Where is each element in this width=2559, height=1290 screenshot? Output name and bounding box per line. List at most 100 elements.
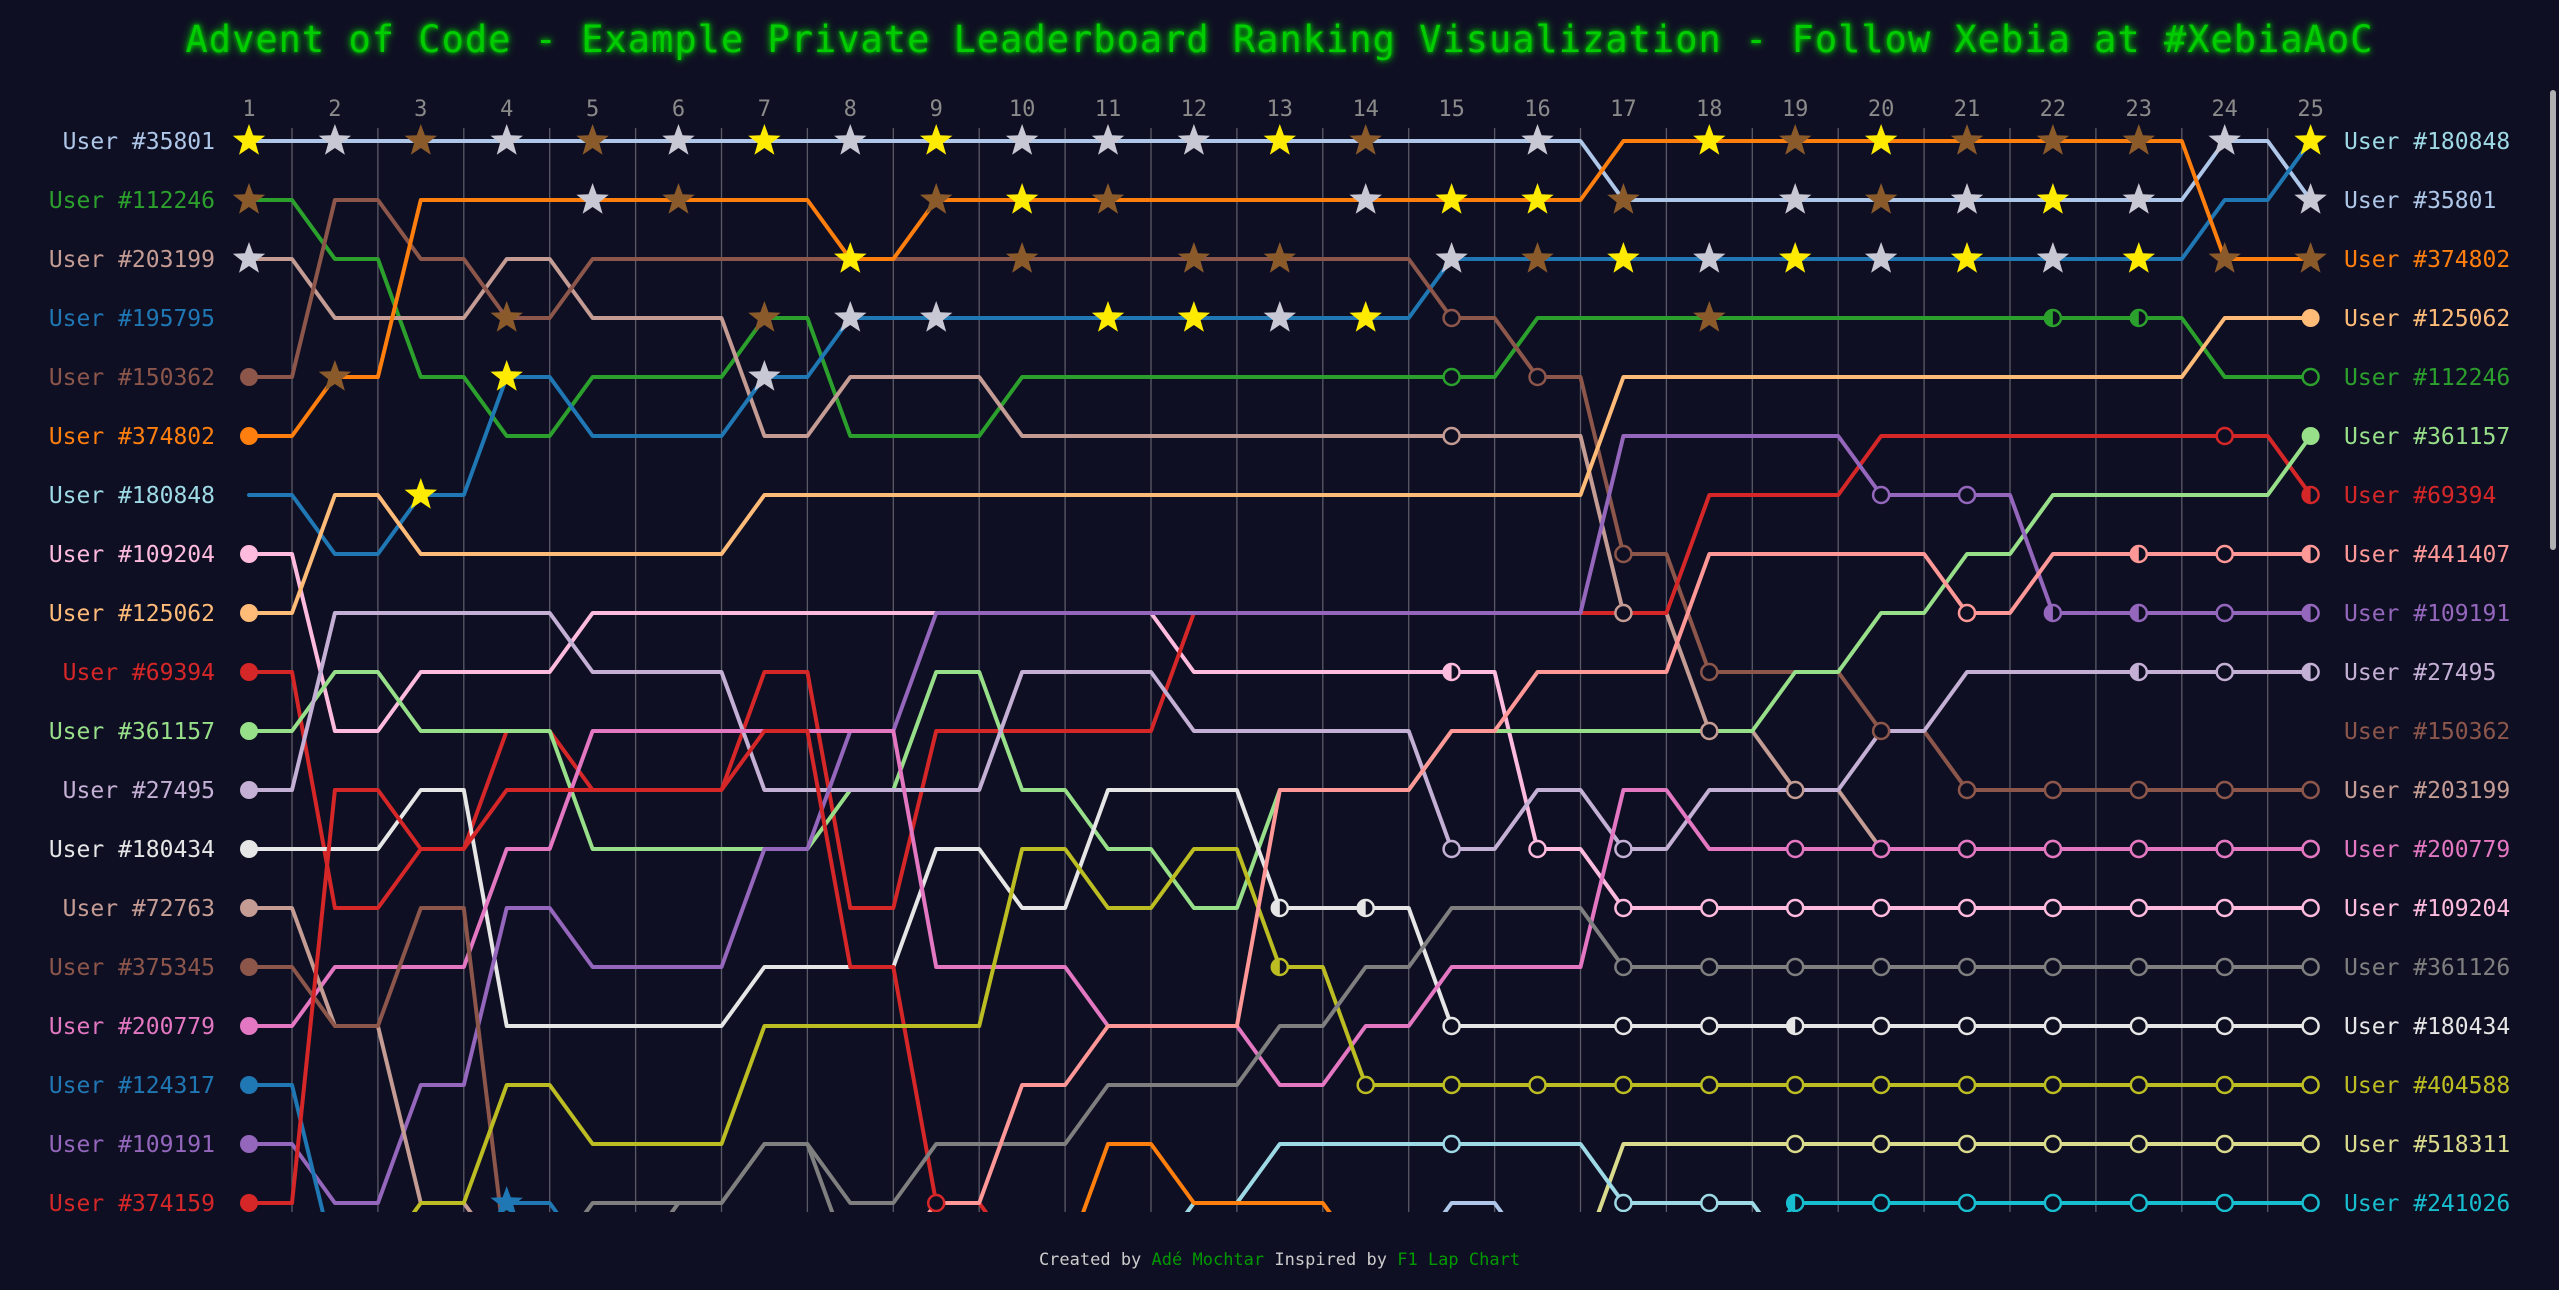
final-rank-label: User #241026: [2344, 1191, 2510, 1217]
series-line: [247, 139, 2313, 202]
ring-marker: [1442, 367, 1461, 387]
star-silver-marker: [662, 124, 695, 155]
half-marker-fill: [2130, 664, 2139, 680]
ring-marker: [1785, 780, 1805, 800]
star-bronze-marker: [404, 124, 437, 155]
ring-marker: [1957, 780, 1977, 800]
dot-marker: [240, 663, 258, 681]
final-rank-label: User #150362: [2344, 719, 2510, 745]
star-bronze-marker: [2294, 242, 2327, 273]
final-rank-label: User #27495: [2344, 660, 2496, 686]
day-tick-label: 18: [1696, 97, 1723, 122]
dot-marker: [240, 368, 258, 386]
ring-marker: [2129, 1193, 2149, 1212]
ring-marker: [2215, 1016, 2234, 1036]
start-rank-label: User #125062: [49, 601, 215, 627]
ring-marker: [2129, 1075, 2149, 1095]
start-rank-label: User #180848: [49, 483, 215, 509]
star-silver-marker: [2122, 183, 2155, 214]
star-silver-marker: [748, 360, 781, 391]
ring-marker: [1700, 721, 1719, 741]
day-tick-label: 12: [1181, 97, 1208, 122]
ring-marker: [2301, 839, 2320, 859]
half-marker-fill: [2302, 487, 2311, 503]
series-line: [247, 1083, 559, 1212]
start-rank-label: User #180434: [49, 837, 215, 863]
star-silver-marker: [1435, 242, 1468, 273]
ring-marker: [2129, 839, 2149, 859]
dot-marker: [240, 604, 258, 622]
ring-marker: [2043, 957, 2063, 977]
ring-marker: [1957, 1075, 1977, 1095]
start-rank-label: User #72763: [63, 896, 215, 922]
star-bronze-marker: [1349, 124, 1382, 155]
final-rank-label: User #112246: [2344, 365, 2510, 391]
inspiration-link[interactable]: F1 Lap Chart: [1397, 1250, 1521, 1270]
ring-marker: [1442, 308, 1461, 328]
ring-marker: [1785, 957, 1805, 977]
star-bronze-marker: [748, 301, 781, 332]
dot-marker: [240, 958, 258, 976]
ring-marker: [1528, 1075, 1547, 1095]
dot-marker: [240, 427, 258, 445]
star-gold-marker: [920, 124, 953, 155]
day-tick-label: 4: [500, 97, 513, 122]
final-rank-label: User #374802: [2344, 247, 2510, 273]
start-rank-labels: User #35801 User #112246 User #203199 User …: [49, 129, 215, 1217]
series-line: [247, 729, 989, 1212]
day-tick-label: 8: [844, 97, 857, 122]
star-gold-marker: [1177, 301, 1211, 332]
ring-marker: [2129, 898, 2149, 918]
ring-marker: [1871, 1016, 1891, 1036]
half-marker-fill: [1443, 664, 1452, 680]
vertical-scrollbar[interactable]: [2550, 90, 2556, 550]
ring-marker: [2301, 1075, 2320, 1095]
start-rank-label: User #374159: [49, 1191, 215, 1217]
half-marker-fill: [2130, 310, 2139, 326]
star-gold-marker: [490, 360, 523, 391]
final-rank-label: User #203199: [2344, 778, 2510, 804]
final-rank-label: User #109204: [2344, 896, 2510, 922]
dot-marker: [240, 840, 258, 858]
dot-marker: [240, 1076, 258, 1094]
ring-marker: [1528, 839, 1547, 859]
day-tick-label: 1: [242, 97, 255, 122]
ring-marker: [1442, 1075, 1461, 1095]
star-bronze-marker: [1091, 183, 1125, 214]
day-tick-label: 13: [1267, 97, 1294, 122]
star-silver-marker: [2208, 124, 2241, 155]
author-link[interactable]: Adé Mochtar: [1151, 1250, 1265, 1270]
ring-marker: [2215, 603, 2234, 623]
ring-marker: [1614, 1193, 1633, 1212]
ring-marker: [2215, 1193, 2234, 1212]
ring-marker: [2215, 1134, 2234, 1154]
star-silver-marker: [1349, 183, 1382, 214]
half-marker-fill: [2302, 546, 2311, 562]
dot-marker: [2301, 427, 2320, 445]
star-silver-marker: [576, 183, 609, 214]
ring-marker: [1871, 1193, 1891, 1212]
star-gold-marker: [2122, 242, 2155, 273]
ring-marker: [2129, 1016, 2149, 1036]
star-gold-marker: [1521, 183, 1554, 214]
start-rank-label: User #35801: [63, 129, 215, 155]
star-silver-marker: [1950, 183, 1984, 214]
day-tick-label: 15: [1438, 97, 1465, 122]
day-tick-label: 21: [1954, 97, 1981, 122]
star-gold-marker: [2294, 124, 2327, 155]
day-tick-label: 16: [1524, 97, 1551, 122]
ring-marker: [1442, 1016, 1461, 1036]
ring-marker: [1700, 1075, 1719, 1095]
footer-inspired-by: Inspired by: [1274, 1250, 1387, 1270]
star-silver-marker: [1005, 124, 1039, 155]
star-bronze-marker: [1950, 124, 1984, 155]
final-rank-labels: User #180848 User #35801 User #374802 User …: [2344, 129, 2510, 1217]
half-marker-fill: [1787, 1018, 1796, 1034]
page-title: Advent of Code - Example Private Leaderb…: [185, 18, 2374, 61]
series-line: [247, 198, 2313, 438]
ring-marker: [1614, 1016, 1633, 1036]
start-rank-label: User #109191: [49, 1132, 215, 1158]
half-marker-fill: [2044, 310, 2053, 326]
star-gold-marker: [748, 124, 781, 155]
star-silver-marker: [1177, 124, 1211, 155]
